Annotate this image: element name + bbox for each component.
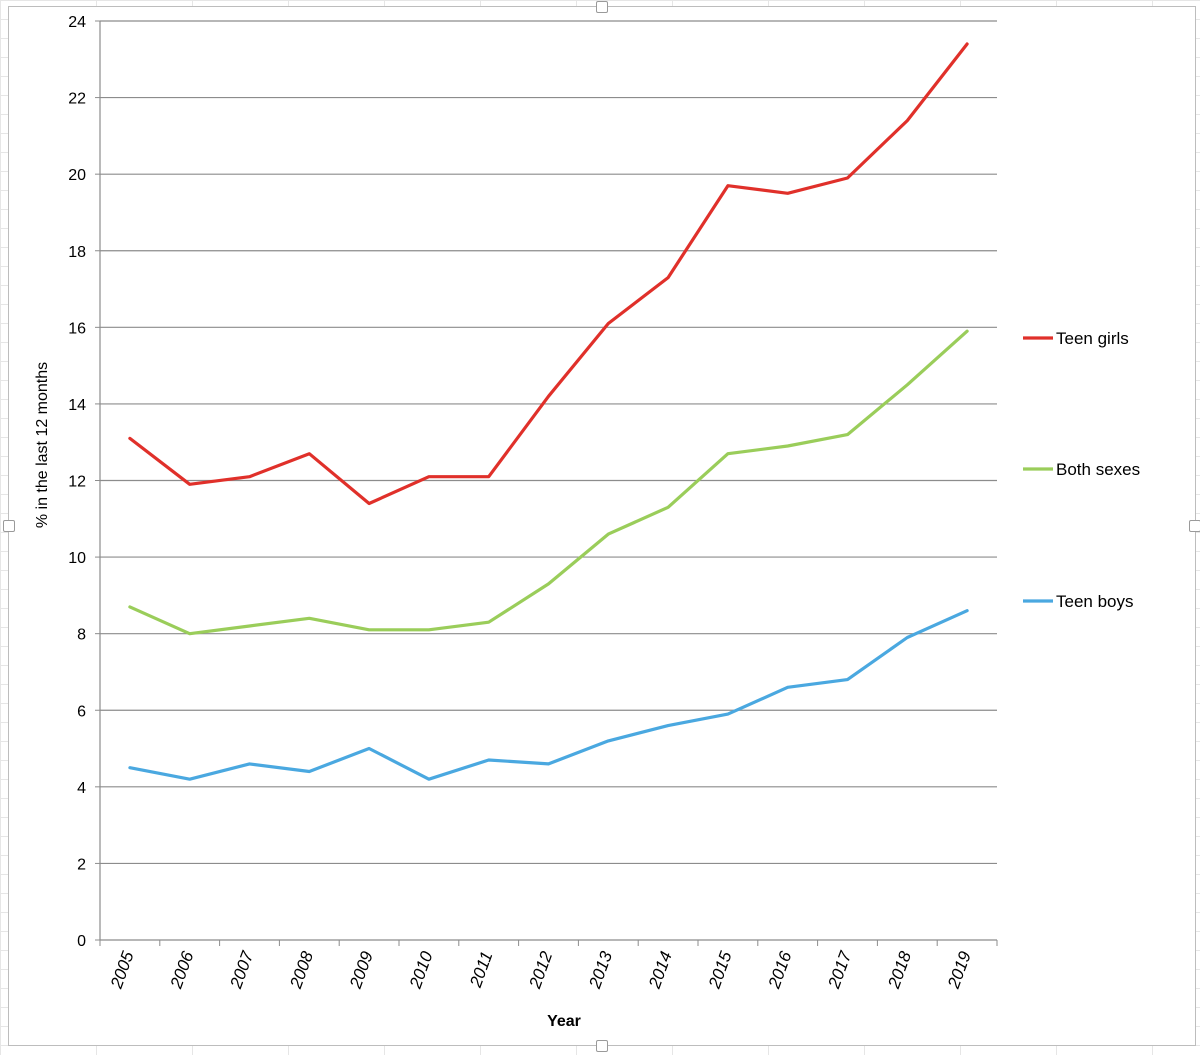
x-tick-label: 2008 — [286, 948, 317, 991]
resize-handle-bottom[interactable] — [596, 1040, 608, 1052]
x-tick-label: 2006 — [166, 948, 197, 991]
y-tick-label: 20 — [68, 167, 86, 184]
legend-label-teen-boys: Teen boys — [1056, 592, 1134, 611]
x-tick-label: 2016 — [764, 948, 795, 991]
y-tick-label: 2 — [77, 856, 86, 873]
y-tick-label: 22 — [68, 91, 86, 108]
legend-label-teen-girls: Teen girls — [1056, 329, 1129, 348]
resize-handle-left[interactable] — [3, 520, 15, 532]
x-tick-label: 2019 — [944, 948, 975, 991]
x-tick-label: 2011 — [466, 949, 497, 991]
x-tick-label: 2007 — [226, 948, 257, 991]
series-lines — [128, 42, 969, 781]
x-tick-label: 2015 — [705, 948, 736, 991]
gridlines — [100, 20, 997, 865]
x-tick-label: 2013 — [585, 948, 616, 991]
series-line-both-sexes — [128, 329, 969, 636]
y-tick-label: 18 — [68, 244, 86, 261]
legend: Teen girls Both sexes Teen boys — [1023, 329, 1140, 611]
x-tick-label: 2012 — [525, 948, 556, 991]
resize-handle-right[interactable] — [1189, 520, 1200, 532]
y-tick-label: 16 — [68, 320, 86, 337]
y-tick-label: 6 — [77, 703, 86, 720]
y-tick-label: 8 — [77, 627, 86, 644]
x-tick-label: 2005 — [107, 948, 138, 991]
resize-handle-top[interactable] — [596, 1, 608, 13]
x-tick-label: 2010 — [406, 948, 437, 991]
y-tick-label: 4 — [77, 780, 86, 797]
y-axis-title: % in the last 12 months — [34, 362, 51, 528]
y-tick-label: 24 — [68, 14, 86, 31]
legend-label-both-sexes: Both sexes — [1056, 460, 1140, 479]
y-tick-label: 10 — [68, 550, 86, 567]
y-tick-label: 12 — [68, 474, 86, 491]
y-tick-label: 14 — [68, 397, 86, 414]
series-line-teen-girls — [128, 42, 969, 506]
y-tick-label: 0 — [77, 933, 86, 950]
x-tick-label: 2017 — [824, 948, 855, 991]
x-tick-label: 2014 — [645, 949, 676, 992]
x-tick-label: 2009 — [346, 948, 377, 991]
x-axis-title: Year — [547, 1013, 581, 1030]
x-tick-label: 2018 — [884, 948, 915, 991]
series-line-teen-boys — [128, 609, 969, 781]
chart-area[interactable]: 0 2 4 6 8 10 12 14 16 18 20 22 24 2005 2006 2007 2008 200… — [8, 6, 1196, 1046]
